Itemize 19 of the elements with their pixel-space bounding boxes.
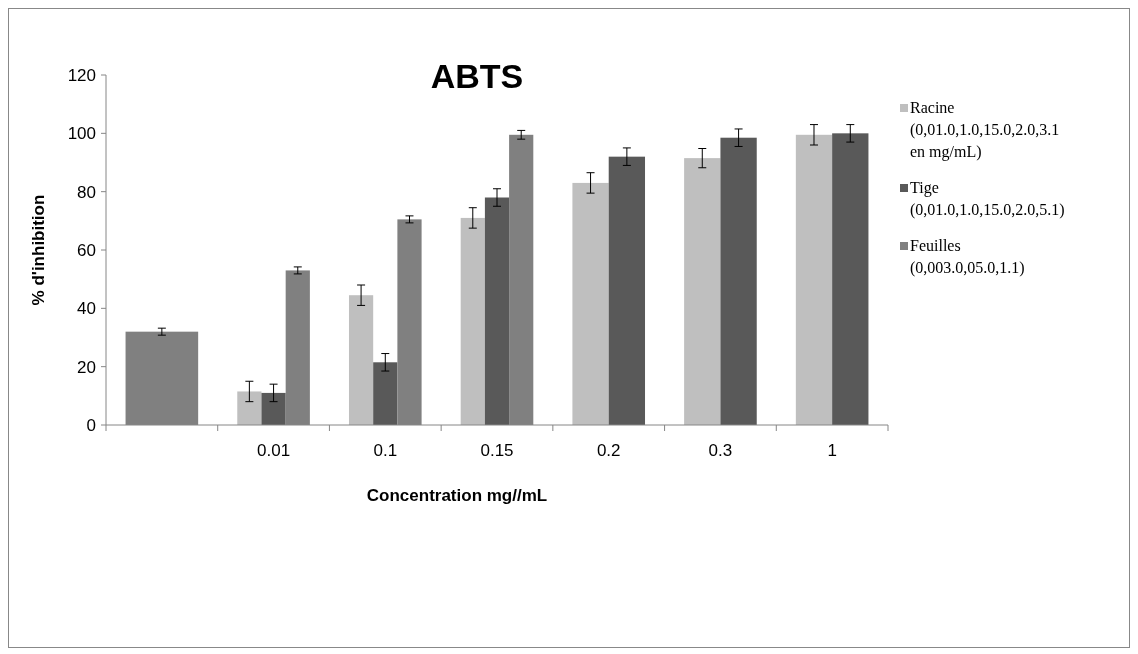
y-tick-label: 20 [77,357,96,377]
x-tick-label: 0.15 [480,441,514,460]
x-tick-label: 0.2 [596,441,621,460]
legend-label: Racine (0,01.0,1.0,15.0,2.0,3.1 en mg/mL) [910,99,1060,161]
y-tick-label: 80 [77,182,96,202]
y-tick-label: 40 [77,299,96,319]
x-tick-label: 1 [827,441,837,460]
x-axis-title: Concentration mg//mL [366,486,548,505]
x-tick-label: 0.01 [257,441,291,460]
y-tick-label: 100 [67,124,96,144]
y-tick-label: 120 [67,65,96,85]
y-axis-title: % d'inhibition [29,194,48,306]
legend-label: Tige (0,01.0,1.0,15.0,2.0,5.1) [910,179,1065,219]
chart-title: ABTS [430,57,524,95]
y-tick-label: 60 [77,240,96,260]
x-tick-label: 0.3 [708,441,733,460]
x-tick-label: 0.1 [373,441,398,460]
legend-label: Feuilles (0,003.0,05.0,1.1) [910,237,1025,277]
y-tick-label: 0 [86,415,96,435]
